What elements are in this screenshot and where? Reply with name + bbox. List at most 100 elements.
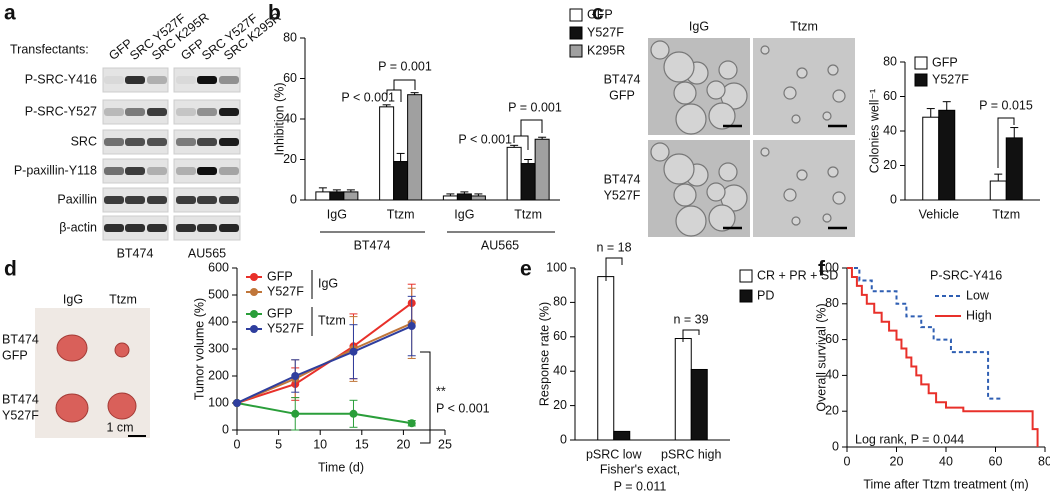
bracket — [997, 117, 1015, 168]
blot-band — [104, 108, 124, 116]
annotation: P = 0.011 — [614, 479, 667, 493]
legend-label: PD — [757, 288, 774, 302]
colony — [783, 188, 797, 202]
y-tick-label: 0 — [290, 192, 297, 206]
y-tick-label: 20 — [825, 403, 839, 417]
blot-band — [104, 76, 124, 84]
blot-band — [125, 196, 145, 204]
bar — [534, 138, 550, 201]
blot-band — [147, 224, 167, 232]
blot-band — [197, 224, 217, 232]
blot-row-label: Paxillin — [57, 192, 97, 206]
bar — [407, 94, 423, 201]
blot-band — [176, 196, 196, 204]
legend-swatch — [739, 289, 753, 303]
x-tick-label: pSRC high — [661, 447, 721, 461]
blot-band — [176, 76, 196, 84]
colony — [822, 111, 832, 121]
y-tick-label: 0 — [890, 192, 897, 206]
panel-label: c — [592, 2, 604, 25]
bar — [393, 161, 409, 201]
x-tick-label: Vehicle — [919, 207, 959, 221]
legend-label: GFP — [932, 55, 958, 69]
column-label: Ttzm — [790, 19, 818, 33]
legend-label: CR + PR + SD — [757, 268, 838, 282]
y-tick-label: 40 — [883, 123, 897, 137]
blot-band — [197, 196, 217, 204]
bar — [343, 191, 359, 201]
blot-band — [176, 224, 196, 232]
blot-band — [125, 224, 145, 232]
panel-label: f — [818, 258, 826, 281]
y-axis-label: Inhibition (%) — [272, 83, 286, 156]
y-tick-label: 80 — [283, 30, 297, 44]
row-label: BT474 — [604, 172, 641, 186]
x-tick-label: pSRC low — [586, 447, 643, 461]
colony — [718, 162, 738, 182]
bar — [506, 146, 522, 201]
blot-band — [125, 167, 145, 175]
tumor-photo — [35, 308, 150, 438]
blot-band — [104, 196, 124, 204]
y-tick-label: 100 — [818, 260, 839, 274]
tumor — [55, 393, 89, 423]
x-tick-label: 25 — [438, 437, 452, 451]
annotation: Log rank, P = 0.044 — [855, 432, 964, 446]
y-tick-label: 300 — [208, 341, 229, 355]
panel-label: b — [268, 2, 281, 25]
column-label: Ttzm — [109, 292, 137, 306]
blot-band — [125, 108, 145, 116]
x-tick-label: Ttzm — [387, 207, 415, 221]
colony-image — [753, 140, 855, 237]
y-tick-label: 20 — [283, 152, 297, 166]
colony — [706, 182, 726, 202]
x-axis-label: Time after Ttzm treatment (m) — [863, 477, 1028, 491]
legend-swatch — [569, 26, 583, 40]
colony — [822, 213, 832, 223]
bar — [520, 163, 536, 201]
blot-band — [197, 167, 217, 175]
colony — [663, 51, 695, 83]
blot-band — [104, 167, 124, 175]
colony-image — [753, 38, 855, 135]
annotation: ** — [436, 384, 446, 398]
bar — [470, 195, 486, 201]
blot-band — [219, 224, 239, 232]
cell-line-label: BT474 — [117, 246, 154, 260]
bracket — [420, 351, 431, 444]
bar — [613, 430, 631, 441]
row-label: BT474 — [604, 72, 641, 86]
annotation: Fisher's exact, — [600, 462, 680, 476]
annotation: P < 0.001 — [436, 401, 490, 415]
legend-title: P-SRC-Y416 — [930, 268, 1002, 282]
y-axis-label: Response rate (%) — [537, 302, 551, 406]
blot-row-label: P-SRC-Y416 — [25, 72, 97, 86]
error-bar — [942, 101, 951, 111]
colony — [760, 45, 770, 55]
bar — [1005, 137, 1023, 201]
x-tick-label: Ttzm — [992, 207, 1020, 221]
annotation: P = 0.015 — [979, 98, 1033, 112]
bar — [989, 180, 1007, 201]
legend-marker — [250, 325, 258, 333]
x-tick-label: 80 — [1038, 454, 1050, 468]
legend-marker — [250, 273, 258, 281]
legend-label: K295R — [587, 43, 625, 57]
marker — [407, 322, 416, 331]
row-label: BT474 — [2, 392, 39, 406]
tumor — [107, 392, 137, 420]
tumor — [114, 342, 130, 358]
panel-label: a — [4, 2, 16, 25]
marker — [291, 372, 300, 380]
annotation: P = 0.001 — [508, 100, 562, 114]
colony — [832, 89, 846, 103]
bracket — [520, 119, 543, 136]
legend-label: GFP — [587, 7, 613, 21]
group-label: AU565 — [481, 238, 519, 252]
y-axis-label: Colonies well⁻¹ — [867, 89, 881, 173]
error-bar — [1010, 127, 1019, 138]
y-tick-label: 0 — [222, 422, 229, 436]
blot-band — [197, 108, 217, 116]
x-tick-label: 40 — [939, 454, 953, 468]
bracket — [393, 79, 416, 90]
